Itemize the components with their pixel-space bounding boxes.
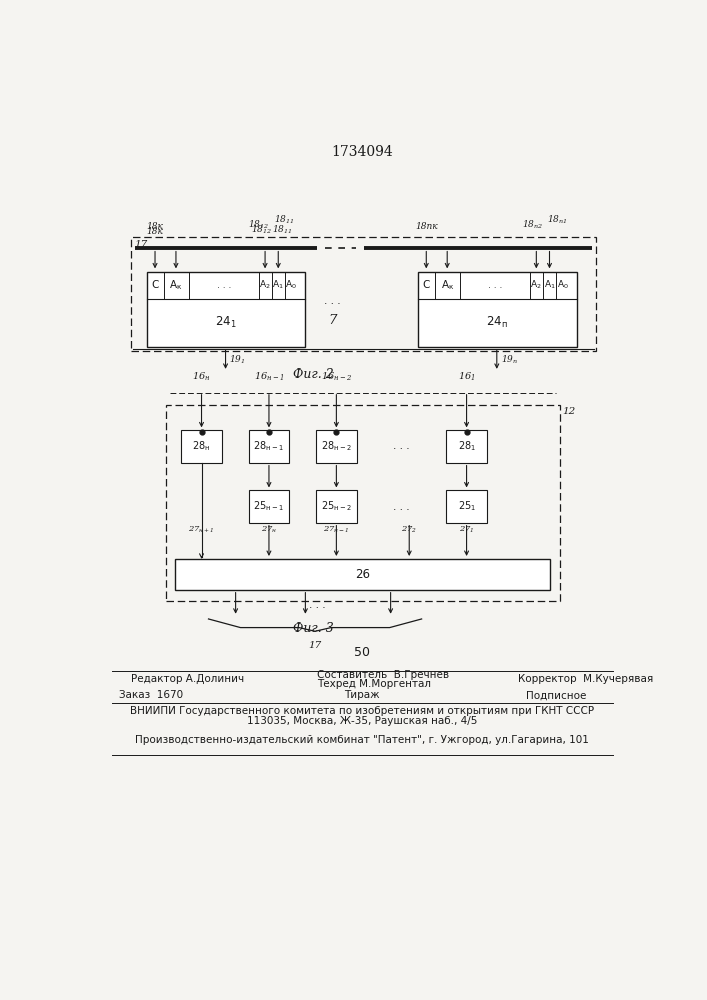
Bar (446, 430, 486, 463)
Text: 28$_\mathregular{н}$: 28$_\mathregular{н}$ (192, 440, 211, 453)
Text: 27$_\mathregular{н+1}$: 27$_\mathregular{н+1}$ (188, 524, 215, 535)
Text: A$_\mathregular{0}$: A$_\mathregular{0}$ (556, 279, 568, 291)
Text: A$_\mathregular{2}$: A$_\mathregular{2}$ (530, 279, 542, 291)
Text: 19$_\mathregular{п}$: 19$_\mathregular{п}$ (501, 353, 518, 366)
Text: 18$_\mathregular{п2}$: 18$_\mathregular{п2}$ (522, 218, 543, 231)
Text: C: C (423, 280, 430, 290)
Text: 25$_\mathregular{н-2}$: 25$_\mathregular{н-2}$ (321, 500, 352, 513)
Text: 18$_\mathregular{12}$: 18$_\mathregular{12}$ (248, 218, 269, 231)
Text: 18$_\mathregular{11}$: 18$_\mathregular{11}$ (272, 223, 292, 235)
Text: 7: 7 (328, 314, 337, 327)
Bar (182, 430, 222, 463)
Text: 16$_\mathregular{1}$: 16$_\mathregular{1}$ (458, 371, 475, 383)
Text: 12: 12 (562, 407, 575, 416)
Text: . . .: . . . (309, 600, 325, 610)
Bar (446, 490, 486, 523)
Text: . . .: . . . (217, 281, 231, 290)
Text: 25$_\mathregular{н-1}$: 25$_\mathregular{н-1}$ (254, 500, 284, 513)
Text: Редактор А.Долинич: Редактор А.Долинич (131, 674, 244, 684)
Bar (175, 559, 550, 590)
Text: Заказ  1670: Заказ 1670 (119, 690, 184, 700)
Bar (249, 490, 289, 523)
Text: A$_\mathregular{к}$: A$_\mathregular{к}$ (169, 278, 182, 292)
Text: . . .: . . . (393, 502, 410, 512)
Text: 18пк: 18пк (415, 222, 438, 231)
Text: Корректор  М.Кучерявая: Корректор М.Кучерявая (518, 674, 654, 684)
Text: . . .: . . . (488, 281, 503, 290)
Text: 28$_\mathregular{1}$: 28$_\mathregular{1}$ (457, 440, 476, 453)
Text: 28$_\mathregular{н-2}$: 28$_\mathregular{н-2}$ (321, 440, 352, 453)
Text: 28$_\mathregular{н-1}$: 28$_\mathregular{н-1}$ (254, 440, 284, 453)
Text: 18к: 18к (146, 222, 163, 231)
Text: 27$_\mathregular{2}$: 27$_\mathregular{2}$ (401, 524, 417, 535)
Text: 18к: 18к (146, 227, 163, 235)
Text: 18$_\mathregular{11}$: 18$_\mathregular{11}$ (274, 214, 295, 226)
Text: 25$_\mathregular{1}$: 25$_\mathregular{1}$ (457, 500, 476, 513)
Bar (249, 430, 289, 463)
Text: 19$_\mathregular{1}$: 19$_\mathregular{1}$ (230, 353, 246, 366)
Text: 27$_\mathregular{1}$: 27$_\mathregular{1}$ (459, 524, 474, 535)
Text: 27$_\mathregular{н}$: 27$_\mathregular{н}$ (261, 524, 277, 535)
Text: 24$_\mathregular{1}$: 24$_\mathregular{1}$ (215, 315, 237, 330)
Text: Фиг. 3: Фиг. 3 (293, 622, 334, 635)
Text: . . .: . . . (393, 441, 410, 451)
Text: 16$_\mathregular{н-1}$: 16$_\mathregular{н-1}$ (254, 371, 284, 383)
Text: Техред М.Моргентал: Техред М.Моргентал (317, 679, 431, 689)
Text: 27$_\mathregular{н-1}$: 27$_\mathregular{н-1}$ (323, 524, 349, 535)
Bar (146, 272, 305, 347)
Text: 18$_\mathregular{п1}$: 18$_\mathregular{п1}$ (547, 214, 568, 226)
Bar (166, 405, 559, 601)
Text: 16$_\mathregular{н}$: 16$_\mathregular{н}$ (192, 371, 211, 383)
Text: Фиг. 2: Фиг. 2 (293, 368, 334, 381)
Text: A$_\mathregular{1}$: A$_\mathregular{1}$ (544, 279, 556, 291)
Text: C: C (151, 280, 158, 290)
Text: 50: 50 (354, 646, 370, 659)
Text: A$_\mathregular{0}$: A$_\mathregular{0}$ (286, 279, 298, 291)
Text: 24$_\mathregular{п}$: 24$_\mathregular{п}$ (486, 315, 508, 330)
Text: Тираж: Тираж (344, 690, 380, 700)
Text: ВНИИПИ Государственного комитета по изобретениям и открытиям при ГКНТ СССР: ВНИИПИ Государственного комитета по изоб… (130, 706, 594, 716)
Text: A$_\mathregular{к}$: A$_\mathregular{к}$ (440, 278, 454, 292)
Text: Подписное: Подписное (526, 690, 587, 700)
Text: A$_\mathregular{1}$: A$_\mathregular{1}$ (272, 279, 284, 291)
Text: . . .: . . . (325, 296, 341, 306)
Bar (316, 430, 356, 463)
Text: 26: 26 (355, 568, 370, 581)
Bar (131, 237, 596, 351)
Bar (418, 272, 577, 347)
Bar (316, 490, 356, 523)
Text: Производственно-издательский комбинат "Патент", г. Ужгород, ул.Гагарина, 101: Производственно-издательский комбинат "П… (135, 735, 589, 745)
Text: Составитель  В.Гречнев: Составитель В.Гречнев (317, 670, 449, 680)
Text: 17: 17 (134, 240, 147, 249)
Text: 1734094: 1734094 (331, 145, 393, 159)
Text: A$_\mathregular{2}$: A$_\mathregular{2}$ (259, 279, 271, 291)
Text: 113035, Москва, Ж-35, Раушская наб., 4/5: 113035, Москва, Ж-35, Раушская наб., 4/5 (247, 716, 477, 726)
Text: 18$_\mathregular{12}$: 18$_\mathregular{12}$ (250, 223, 271, 235)
Text: 17: 17 (308, 641, 322, 650)
Text: 16$_\mathregular{н-2}$: 16$_\mathregular{н-2}$ (321, 371, 352, 383)
